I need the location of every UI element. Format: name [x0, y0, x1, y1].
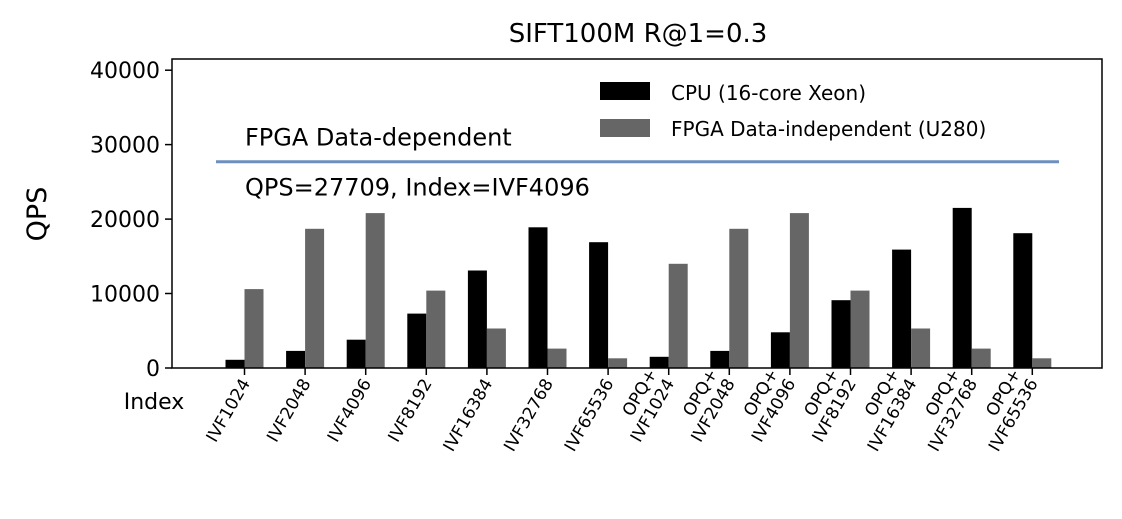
bar-s0-7 — [649, 356, 669, 368]
bar-s0-3 — [407, 313, 427, 368]
legend-label-fpga: FPGA Data-independent (U280) — [671, 117, 986, 141]
y-tick-label-3: 30000 — [90, 134, 160, 159]
x-tick-label-9: OPQ+IVF4096 — [731, 366, 800, 446]
chart-title: SIFT100M R@1=0.3 — [509, 19, 768, 49]
bar-s1-2 — [365, 213, 385, 368]
bar-s1-1 — [305, 228, 325, 368]
x-tick-label-4: IVF16384 — [440, 376, 498, 456]
plot-frame — [171, 58, 1103, 369]
x-tick-label-0: IVF1024 — [203, 376, 255, 446]
bars-group — [225, 207, 1052, 368]
bar-s0-10 — [831, 300, 851, 368]
bar-s1-4 — [486, 328, 506, 368]
bar-s0-6 — [589, 242, 609, 368]
x-tick-label-1: IVF2048 — [263, 376, 315, 446]
bar-s1-0 — [244, 289, 264, 368]
bar-s0-13 — [1013, 233, 1033, 368]
y-tick-label-2: 20000 — [90, 208, 160, 233]
y-axis-label: QPS — [22, 187, 53, 242]
bar-s0-1 — [286, 350, 306, 368]
bar-s0-4 — [467, 270, 487, 368]
x-tick-label-10: OPQ+IVF8192 — [791, 366, 860, 446]
y-tick-label-0: 0 — [146, 357, 160, 382]
x-axis: IVF1024 IVF2048 IVF4096 IVF8192 IVF16384 IVF3… — [203, 365, 1043, 455]
x-tick-label-5: IVF32768 — [500, 376, 558, 456]
x-tick-label-6: IVF65536 — [561, 376, 619, 456]
y-axis: 0 10000 20000 30000 40000 — [90, 59, 172, 382]
x-axis-label: Index — [124, 390, 185, 415]
bar-s0-8 — [710, 350, 730, 368]
x-tick-label-11: OPQ+IVF16384 — [847, 366, 922, 456]
x-tick-label-2: IVF4096 — [324, 376, 376, 446]
bar-s1-8 — [729, 228, 749, 368]
reference-line-group: FPGA Data-dependent QPS=27709, Index=IVF4… — [216, 124, 1059, 202]
bar-s1-10 — [850, 290, 870, 368]
bar-s1-11 — [911, 328, 931, 368]
bar-s1-3 — [426, 290, 446, 368]
legend-label-cpu: CPU (16-core Xeon) — [671, 81, 866, 105]
x-tick-label-line: IVF2048 — [263, 376, 315, 446]
bar-s1-7 — [668, 263, 688, 368]
y-tick-label-1: 10000 — [90, 283, 160, 308]
bar-s1-5 — [547, 348, 567, 368]
bar-s1-12 — [971, 348, 991, 368]
x-tick-label-7: OPQ+IVF1024 — [610, 366, 679, 446]
bar-s1-13 — [1032, 358, 1052, 368]
bar-s0-0 — [225, 359, 245, 368]
x-tick-label-line: IVF8192 — [384, 376, 436, 446]
bar-s0-2 — [346, 339, 366, 368]
bar-s0-11 — [892, 249, 912, 368]
legend-swatch-fpga — [600, 119, 650, 137]
bar-s0-12 — [952, 207, 972, 368]
x-tick-label-line: IVF16384 — [440, 376, 498, 456]
reference-label-bottom: QPS=27709, Index=IVF4096 — [245, 174, 590, 202]
bar-s0-9 — [770, 332, 790, 368]
x-tick-label-line: IVF4096 — [324, 376, 376, 446]
x-tick-label-line: IVF32768 — [500, 376, 558, 456]
legend: CPU (16-core Xeon) FPGA Data-independent… — [600, 81, 986, 141]
x-tick-label-line: IVF65536 — [561, 376, 619, 456]
x-tick-label-8: OPQ+IVF2048 — [670, 366, 739, 446]
x-tick-label-13: OPQ+IVF65536 — [968, 366, 1043, 456]
bar-s0-5 — [528, 227, 548, 368]
reference-label-top: FPGA Data-dependent — [245, 124, 512, 152]
bar-s1-9 — [789, 213, 809, 368]
x-tick-label-3: IVF8192 — [384, 376, 436, 446]
x-tick-label-12: OPQ+IVF32768 — [907, 365, 982, 455]
x-tick-label-line: IVF1024 — [203, 376, 255, 446]
y-tick-label-4: 40000 — [90, 59, 160, 84]
bar-s1-6 — [608, 358, 628, 368]
legend-swatch-cpu — [600, 82, 650, 100]
